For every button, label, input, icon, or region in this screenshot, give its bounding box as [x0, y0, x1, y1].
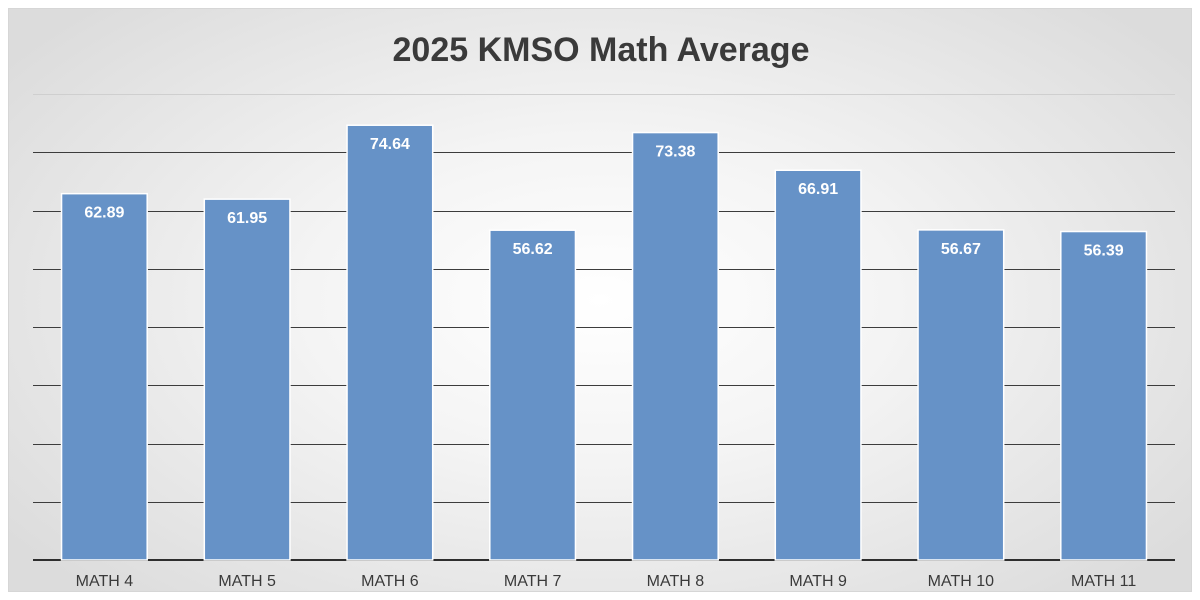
category-label: MATH 4: [76, 573, 134, 590]
category-label: MATH 7: [504, 573, 562, 590]
bar-math-9: [774, 169, 862, 561]
data-label: 56.62: [513, 241, 553, 258]
data-label: 61.95: [227, 210, 267, 227]
bar-math-7: [489, 229, 577, 561]
data-label: 74.64: [370, 136, 410, 153]
bar-math-8: [631, 131, 719, 561]
bar-math-10: [917, 229, 1005, 561]
category-label: MATH 6: [361, 573, 419, 590]
chart-title: 2025 KMSO Math Average: [392, 31, 810, 69]
data-label: 66.91: [798, 181, 838, 198]
data-label: 56.39: [1084, 243, 1124, 260]
bar-chart: 62.89 61.95 74.64 56.62 73.38 66.91 56.67 56.39…: [33, 94, 1175, 590]
bar-math-5: [203, 198, 291, 561]
category-label: MATH 8: [647, 573, 705, 590]
data-label: 56.67: [941, 241, 981, 258]
bars: [60, 124, 1148, 561]
bar-math-4: [60, 192, 148, 561]
category-label: MATH 5: [218, 573, 276, 590]
data-label: 62.89: [84, 205, 124, 222]
data-labels: 62.89 61.95 74.64 56.62 73.38 66.91 56.67 56.39: [84, 136, 1123, 259]
bar-math-6: [346, 124, 434, 561]
bar-math-11: [1060, 230, 1148, 561]
category-label: MATH 9: [789, 573, 847, 590]
category-label: MATH 10: [928, 573, 994, 590]
data-label: 73.38: [655, 144, 695, 161]
chart-frame: 2025 KMSO Math Average 62.89 61.95 74.64 56…: [8, 8, 1192, 592]
category-labels: MATH 4 MATH 5 MATH 6 MATH 7 MATH 8 MATH 9 MATH…: [76, 573, 1137, 590]
category-label: MATH 11: [1071, 573, 1136, 590]
